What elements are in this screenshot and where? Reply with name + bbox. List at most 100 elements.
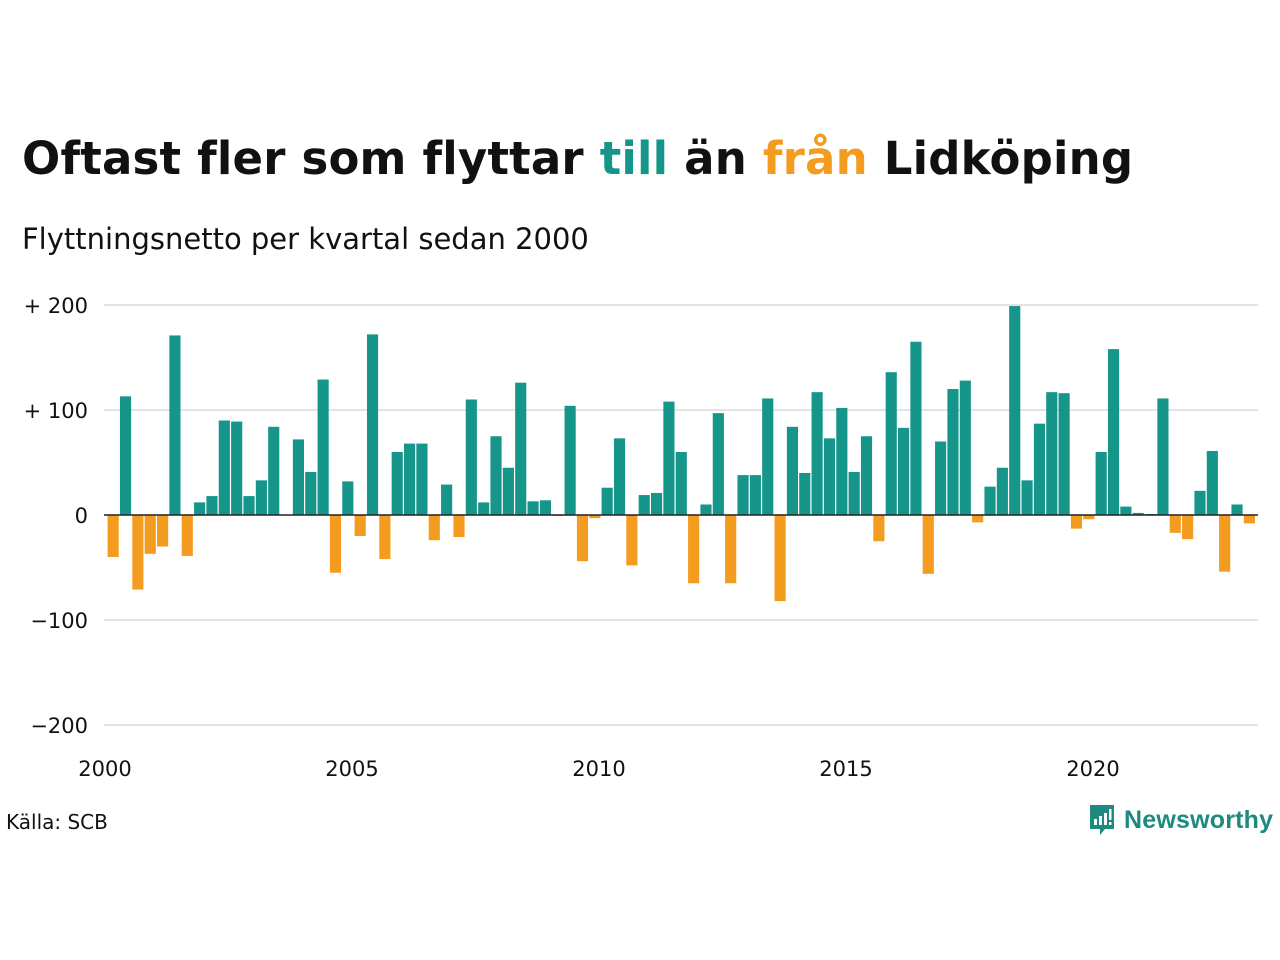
x-tick-label: 2005: [325, 757, 378, 781]
bar-2022-k3: [1219, 515, 1231, 572]
bar-2006-k1: [404, 443, 416, 515]
bar-2002-k2: [218, 420, 230, 515]
bar-2008-k4: [539, 500, 551, 515]
bar-2018-k2: [1009, 306, 1021, 515]
bar-2022-k2: [1206, 450, 1218, 515]
bar-2004-k4: [342, 481, 354, 515]
bar-2006-k4: [441, 484, 453, 515]
bar-2005-k1: [354, 515, 366, 536]
bar-2000-k3: [132, 515, 144, 590]
bar-2011-k2: [663, 401, 675, 515]
bar-2003-k1: [255, 480, 267, 515]
bar-2001-k1: [157, 515, 169, 547]
bar-2014-k4: [836, 407, 848, 515]
x-tick-label: 2010: [572, 757, 625, 781]
bar-2003-k2: [268, 426, 280, 515]
bar-2015-k1: [848, 471, 860, 515]
bar-2021-k4: [1182, 515, 1194, 540]
chart-title: Oftast fler som flyttar till än från Lid…: [22, 132, 1133, 185]
y-tick-label: 0: [75, 504, 88, 528]
bar-2000-k4: [144, 515, 156, 554]
bar-2009-k2: [564, 405, 576, 515]
bar-2017-k3: [972, 515, 984, 523]
bar-chart: + 200 + 100 0 −100 −200 2000 2005 2010 2015 2020: [24, 294, 1258, 781]
bar-2019-k4: [1083, 515, 1095, 520]
bar-2016-k2: [910, 341, 922, 515]
bar-2010-k4: [638, 495, 650, 515]
bar-2018-k3: [1021, 480, 1033, 515]
bar-2022-k4: [1231, 504, 1243, 515]
brand-name: Newsworthy: [1124, 805, 1274, 834]
chart-subtitle: Flyttningsnetto per kvartal sedan 2000: [22, 222, 589, 256]
bar-2020-k2: [1107, 349, 1120, 515]
newsworthy-logo-icon: [1090, 805, 1114, 835]
bars: [107, 306, 1255, 602]
bar-2013-k4: [786, 426, 798, 515]
bar-2010-k1: [601, 487, 613, 515]
bar-2017-k1: [947, 389, 959, 515]
bar-2001-k3: [181, 515, 193, 556]
y-tick-label: −100: [30, 609, 88, 633]
bar-2012-k1: [700, 504, 712, 515]
bar-2010-k3: [626, 515, 638, 566]
bar-2011-k1: [651, 492, 663, 515]
bar-2016-k4: [935, 441, 947, 515]
bar-2007-k4: [490, 436, 502, 515]
bar-2019-k2: [1058, 393, 1070, 515]
bar-2002-k4: [243, 496, 255, 515]
bar-2006-k2: [416, 443, 428, 515]
bar-2021-k3: [1169, 515, 1181, 533]
y-tick-label: + 100: [24, 399, 88, 423]
bar-2011-k4: [688, 515, 700, 584]
brand-logo: Newsworthy: [1088, 803, 1273, 837]
bar-2009-k3: [576, 515, 589, 562]
bar-2000-k2: [119, 396, 132, 515]
bar-2018-k4: [1033, 423, 1045, 515]
bar-2007-k1: [453, 515, 465, 538]
title-highlight-till: till: [599, 132, 669, 185]
bar-2019-k1: [1046, 392, 1058, 515]
bar-2004-k1: [305, 471, 317, 515]
title-part-1: Oftast fler som flyttar: [22, 132, 600, 185]
x-tick-label: 2020: [1066, 757, 1119, 781]
bar-2022-k1: [1194, 490, 1206, 515]
bar-2004-k2: [317, 379, 329, 515]
bar-2017-k4: [984, 486, 996, 515]
bar-2004-k3: [329, 515, 342, 573]
y-tick-label: + 200: [24, 294, 88, 318]
x-tick-label: 2000: [78, 757, 131, 781]
bar-2012-k3: [725, 515, 737, 584]
bar-2013-k3: [774, 515, 786, 602]
bar-2005-k4: [391, 452, 403, 515]
bar-2020-k3: [1120, 506, 1132, 515]
y-tick-label: −200: [30, 714, 88, 738]
bar-2014-k1: [799, 473, 811, 515]
bar-2002-k1: [206, 496, 218, 515]
title-part-2: än: [668, 132, 763, 185]
bar-2012-k2: [712, 413, 724, 515]
bar-2007-k3: [478, 502, 490, 515]
bar-2005-k3: [379, 515, 391, 560]
bar-2002-k3: [231, 421, 243, 515]
x-axis-labels: 2000 2005 2010 2015 2020: [78, 757, 1119, 781]
bar-2020-k1: [1095, 452, 1107, 515]
bar-2013-k2: [762, 398, 774, 515]
bar-2016-k3: [922, 515, 934, 574]
bar-2014-k3: [823, 438, 836, 515]
bar-2018-k1: [996, 467, 1008, 515]
title-part-3: Lidköping: [867, 132, 1134, 185]
source-label: Källa: SCB: [6, 810, 108, 834]
bar-2008-k1: [502, 467, 514, 515]
bar-2000-k1: [107, 515, 119, 557]
bar-2001-k4: [194, 502, 206, 515]
bar-2013-k1: [749, 475, 761, 515]
y-axis-labels: + 200 + 100 0 −100 −200: [24, 294, 88, 738]
bar-2008-k2: [515, 382, 527, 515]
bar-2010-k2: [613, 438, 626, 515]
bar-2023-k1: [1243, 515, 1255, 524]
bar-2009-k4: [589, 515, 601, 519]
bar-2012-k4: [737, 475, 749, 515]
bar-2008-k3: [527, 501, 539, 515]
bar-2020-k4: [1132, 512, 1144, 515]
title-highlight-fran: från: [762, 132, 868, 185]
